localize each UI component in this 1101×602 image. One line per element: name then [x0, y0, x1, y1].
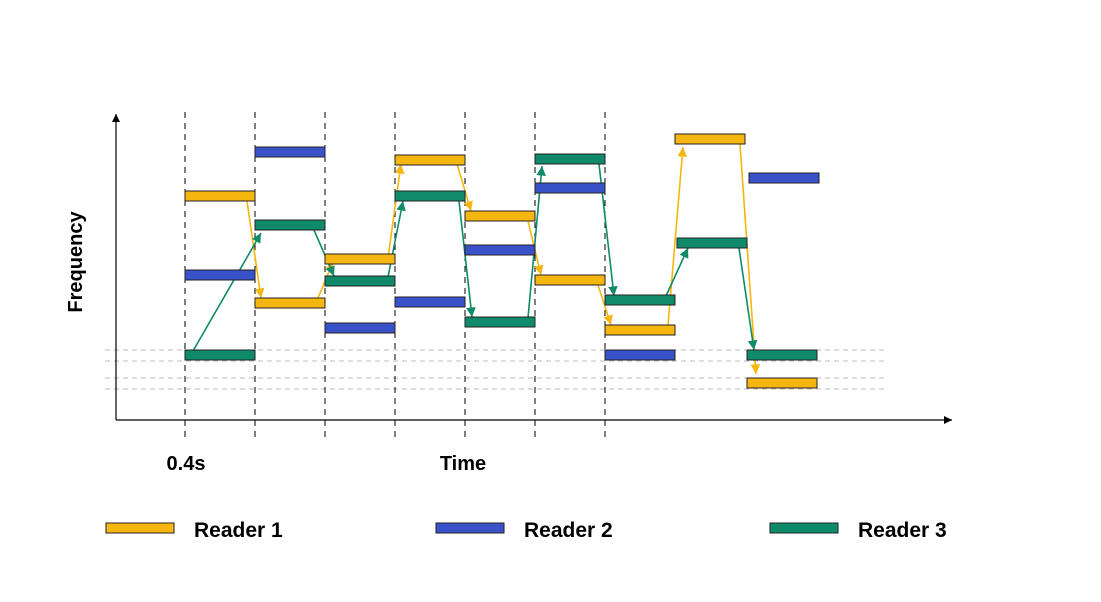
channel-bar [534, 153, 606, 165]
channel-bar [748, 172, 820, 184]
hop-arrow [739, 143, 761, 375]
channel-bar [604, 349, 676, 361]
reader-2-bars [184, 146, 820, 361]
channel-bar [746, 349, 818, 361]
channel-bar [324, 253, 396, 265]
legend-label-reader-2: Reader 2 [524, 519, 613, 542]
legend-label-reader-3: Reader 3 [858, 519, 947, 542]
hop-arrow [665, 247, 689, 297]
x-axis-label: Time [440, 453, 486, 475]
channel-bar [604, 294, 676, 306]
channel-bar [746, 377, 818, 389]
legend-label-reader-1: Reader 1 [194, 519, 283, 542]
channel-bar [534, 274, 606, 286]
channel-bar [394, 296, 466, 308]
hop-arrow [456, 163, 473, 212]
legend: Reader 1 Reader 2 Reader 3 [105, 519, 947, 542]
hop-arrow [387, 163, 405, 259]
channel-bar [184, 349, 256, 361]
channel-bar [184, 269, 256, 281]
legend-swatch-reader-2 [435, 522, 505, 534]
channel-bar [604, 324, 676, 336]
channel-bar [254, 219, 326, 231]
channel-bar [676, 237, 748, 249]
channel-bar [324, 275, 396, 287]
hop-arrow [192, 232, 262, 352]
hop-arrow [313, 229, 335, 277]
channel-bar [184, 190, 256, 202]
reader-1-bars [184, 133, 818, 389]
channel-bar [534, 182, 606, 194]
legend-swatch-reader-3 [769, 522, 839, 534]
hop-arrow [246, 200, 265, 299]
channel-bar [464, 316, 536, 328]
y-axis-label: Frequency [65, 211, 87, 313]
channel-bar [254, 146, 326, 158]
channel-bar [674, 133, 746, 145]
channel-bar [394, 190, 466, 202]
reader-1-hops [246, 143, 761, 375]
channel-bar [464, 244, 536, 256]
hop-arrow [738, 247, 758, 351]
hop-arrow [458, 200, 476, 318]
legend-swatch-reader-1 [105, 522, 175, 534]
slot-duration-label: 0.4s [167, 453, 206, 475]
channel-bar [394, 154, 466, 166]
reader-3-bars [184, 153, 818, 361]
channel-bar [324, 322, 396, 334]
channel-bar [464, 210, 536, 222]
channel-bar [254, 297, 326, 309]
